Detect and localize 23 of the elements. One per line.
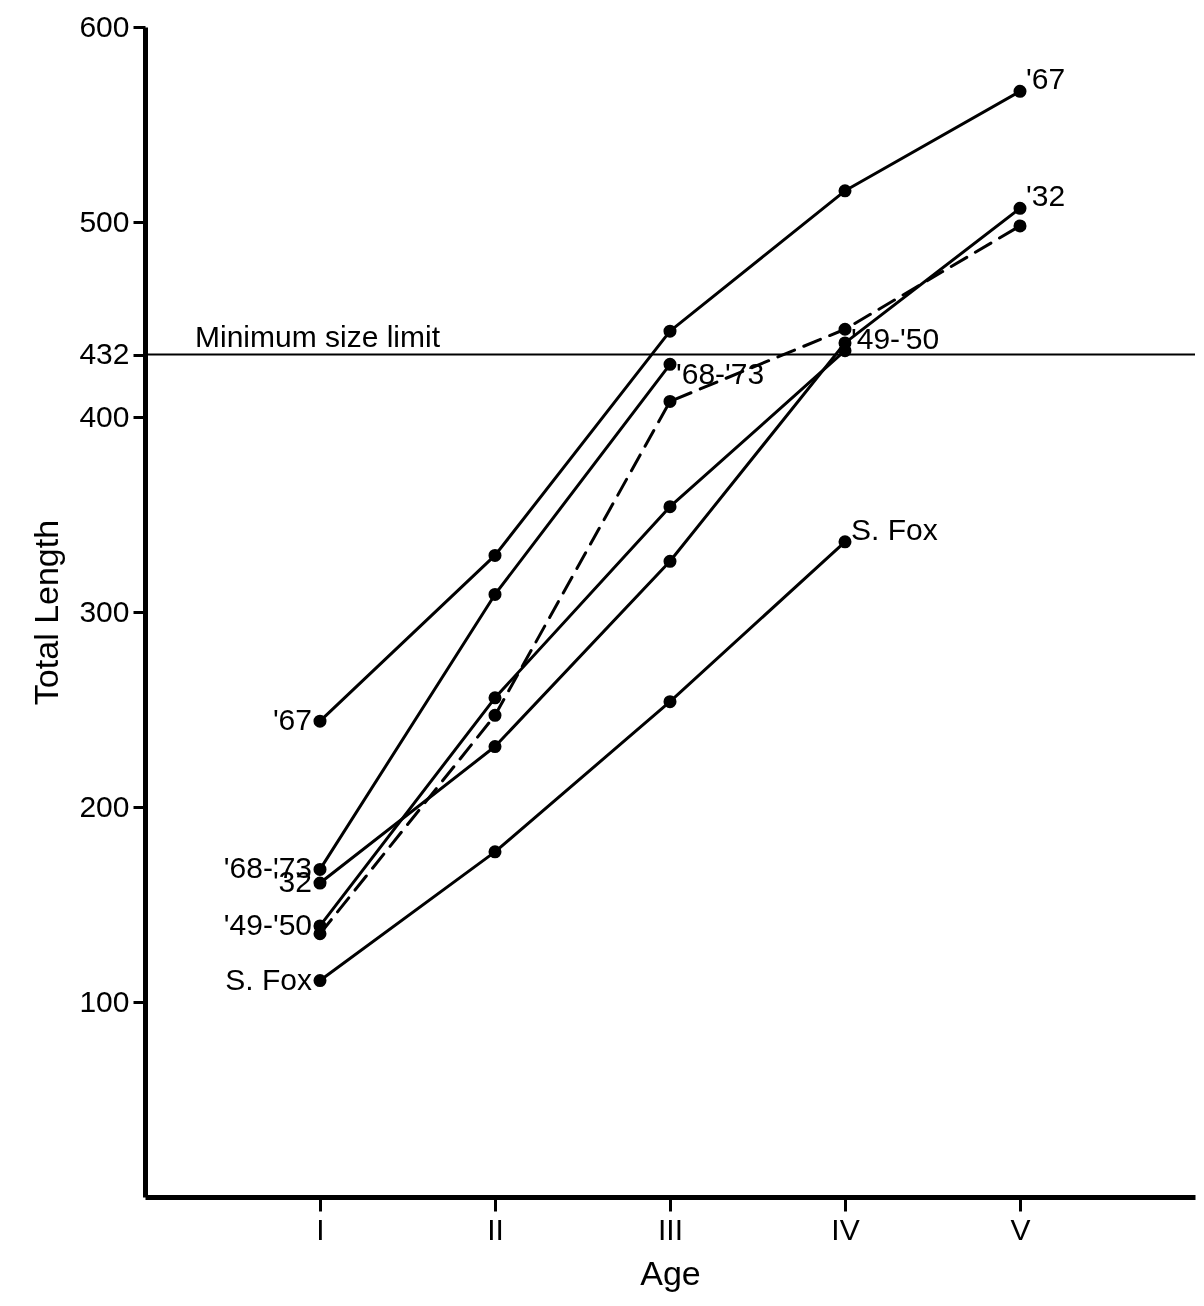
x-tick-label: IV xyxy=(831,1212,860,1246)
text: S. Fox xyxy=(225,962,312,996)
y-axis-title: Total Length xyxy=(27,519,66,706)
series-label: S. Fox xyxy=(851,512,938,546)
y-tick-label: 100 xyxy=(79,984,130,1018)
x-tick-label: I xyxy=(316,1212,325,1246)
x-axis-title: Age xyxy=(640,1253,701,1292)
y-tick-label: 432 xyxy=(79,337,130,371)
series-label: '67 xyxy=(1026,62,1066,96)
text: '49-'50 xyxy=(223,907,312,941)
x-tick-label: II xyxy=(487,1212,504,1246)
y-tick-label: 600 xyxy=(79,9,130,43)
text: '67 xyxy=(272,703,312,737)
x-tick-label: V xyxy=(1010,1212,1031,1246)
series-label: '49-'50 xyxy=(851,321,940,355)
x-tick-label: III xyxy=(657,1212,684,1246)
y-tick-label: 200 xyxy=(79,789,130,823)
series-label: '32 xyxy=(1026,179,1066,213)
y-tick-label: 500 xyxy=(79,204,130,238)
y-tick-label: 400 xyxy=(79,399,130,433)
text: '68-'73 xyxy=(676,357,765,391)
ref-line-label: Minimum size limit xyxy=(195,319,441,353)
y-tick-label: 300 xyxy=(79,594,130,628)
